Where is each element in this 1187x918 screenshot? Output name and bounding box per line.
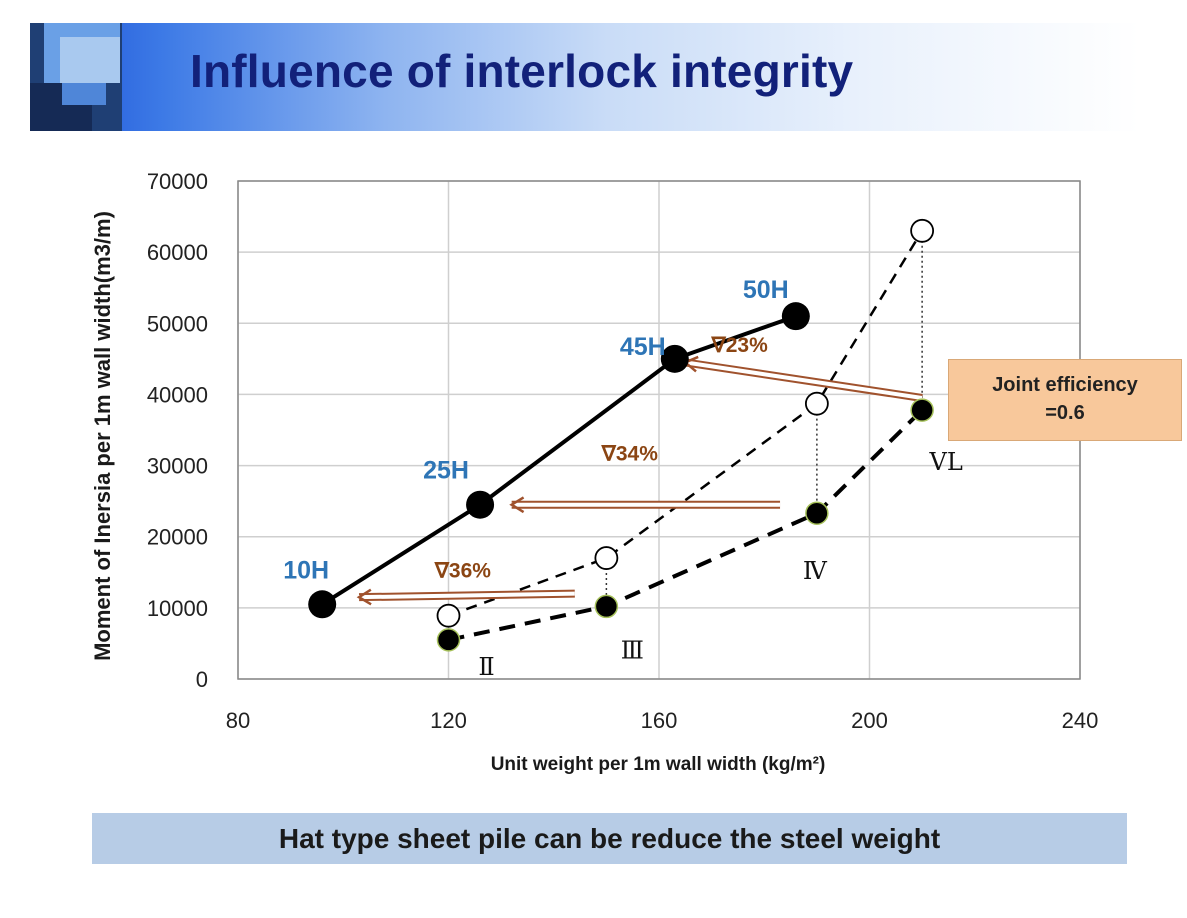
open-point	[804, 391, 829, 416]
hat-series-label: 50H	[743, 276, 789, 304]
series-lines	[321, 230, 924, 642]
series-line-u-type	[448, 230, 924, 617]
joint-efficiency-box: Joint efficiency =0.6	[948, 359, 1182, 441]
section-type-label: Ⅱ	[478, 653, 494, 681]
open-point	[594, 546, 619, 570]
y-tick-labels: 0 10000 20000 30000 40000 50000 60000 70000	[147, 169, 208, 692]
banner-decoration-square	[60, 37, 120, 83]
open-point	[436, 603, 461, 628]
hat-point	[466, 490, 495, 519]
joint-efficiency-value: =0.6	[1045, 402, 1085, 424]
banner-decoration-square	[62, 83, 106, 105]
y-tick-label: 70000	[147, 169, 208, 194]
y-tick-label: 60000	[147, 240, 208, 265]
y-tick-label: 50000	[147, 311, 208, 336]
y-tick-label: 30000	[147, 454, 208, 479]
point-labels: 10H 25H 45H 50H Ⅱ Ⅲ Ⅳ ⅤL ∇23% ∇34% ∇36%	[283, 276, 963, 681]
title-banner	[30, 23, 1140, 131]
reduction-arrowhead	[509, 496, 525, 514]
reduction-arrow-inner	[359, 591, 575, 600]
section-type-label: ⅤL	[928, 448, 962, 476]
y-tick-label: 20000	[147, 525, 208, 550]
x-tick-label: 200	[851, 708, 888, 733]
x-tick-label: 160	[641, 708, 678, 733]
series-line-u-type-full-joint	[448, 408, 924, 642]
filled-point	[910, 398, 934, 422]
y-tick-label: 10000	[147, 596, 208, 621]
reduction-arrow-inner	[685, 360, 923, 400]
filled-point	[436, 628, 461, 652]
hat-series-label: 25H	[423, 457, 469, 485]
reduction-guide-lines	[447, 230, 923, 640]
x-tick-labels: 80 120 160 200 240	[226, 708, 1099, 733]
y-axis-label: Moment of Inersia per 1m wall width(m3/m…	[90, 211, 115, 661]
hat-point	[660, 344, 689, 373]
reduction-percent-label: ∇36%	[434, 559, 491, 582]
series-line-hat-type	[321, 314, 797, 606]
reduction-percent-label: ∇23%	[711, 334, 768, 357]
x-axis-label: Unit weight per 1m wall width (kg/m²)	[491, 754, 826, 775]
slide-title: Influence of interlock integrity	[190, 45, 854, 97]
x-tick-label: 240	[1062, 708, 1099, 733]
filled-point	[594, 594, 619, 619]
section-type-label: Ⅲ	[621, 636, 644, 664]
hat-series-label: 10H	[283, 556, 329, 584]
open-point	[910, 218, 935, 243]
reduction-arrowhead	[356, 588, 372, 606]
hat-point	[308, 590, 337, 619]
joint-efficiency-label: Joint efficiency	[992, 374, 1138, 396]
y-tick-label: 0	[196, 667, 208, 692]
x-tick-label: 120	[430, 708, 467, 733]
section-type-label: Ⅳ	[803, 557, 828, 585]
footer-text: Hat type sheet pile can be reduce the st…	[278, 823, 941, 854]
series-points	[308, 218, 935, 652]
reduction-arrows	[356, 355, 923, 606]
reduction-percent-label: ∇34%	[601, 443, 658, 466]
hat-series-label: 45H	[620, 333, 666, 361]
footer-bar	[92, 813, 1127, 864]
hat-point	[781, 302, 810, 331]
y-tick-label: 40000	[147, 382, 208, 407]
filled-point	[805, 501, 829, 525]
x-tick-label: 80	[226, 708, 250, 733]
